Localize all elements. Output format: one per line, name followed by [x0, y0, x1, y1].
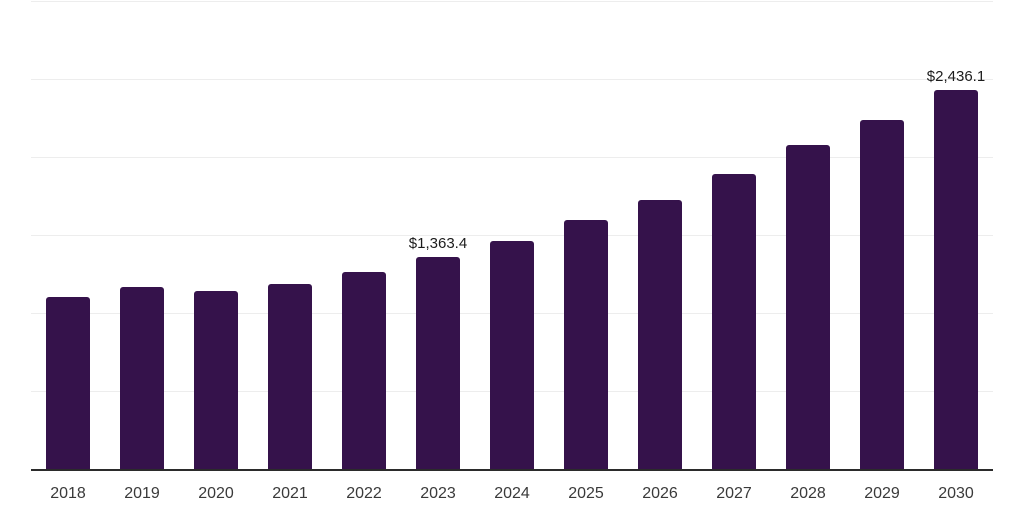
- x-tick-label-2022: 2022: [346, 485, 382, 502]
- bar-2028: [786, 145, 830, 470]
- x-tick-label-2028: 2028: [790, 485, 826, 502]
- x-tick-label-2030: 2030: [938, 485, 974, 502]
- bar-2024: [490, 240, 534, 470]
- bar-2023: [416, 257, 460, 470]
- gridline-2000: [31, 157, 993, 158]
- x-tick-label-2021: 2021: [272, 485, 308, 502]
- x-tick-label-2027: 2027: [716, 485, 752, 502]
- bar-2018: [46, 297, 90, 470]
- x-axis-line: [31, 469, 993, 471]
- x-tick-label-2020: 2020: [198, 485, 234, 502]
- x-tick-label-2019: 2019: [124, 485, 160, 502]
- gridline-3000: [31, 1, 993, 2]
- bar-2025: [564, 220, 608, 470]
- gridline-1500: [31, 235, 993, 236]
- bar-2021: [268, 284, 312, 470]
- bar-2019: [120, 287, 164, 470]
- x-tick-label-2023: 2023: [420, 485, 456, 502]
- bar-2026: [638, 199, 682, 470]
- x-tick-label-2029: 2029: [864, 485, 900, 502]
- bar-2020: [194, 291, 238, 470]
- value-label-2023: $1,363.4: [408, 235, 468, 253]
- x-tick-label-2025: 2025: [568, 485, 604, 502]
- bar-2029: [860, 119, 904, 470]
- plot-area: 2018 2019 2020 2021 2022 2023 2024 2025 2026 2027…: [31, 1, 993, 502]
- x-tick-label-2024: 2024: [494, 485, 530, 502]
- bar-2027: [712, 173, 756, 470]
- bar-2022: [342, 271, 386, 470]
- x-tick-label-2018: 2018: [50, 485, 86, 502]
- gridline-2500: [31, 79, 993, 80]
- bar-2030: [934, 89, 978, 470]
- value-label-2030: $2,436.1: [926, 67, 986, 85]
- x-tick-label-2026: 2026: [642, 485, 678, 502]
